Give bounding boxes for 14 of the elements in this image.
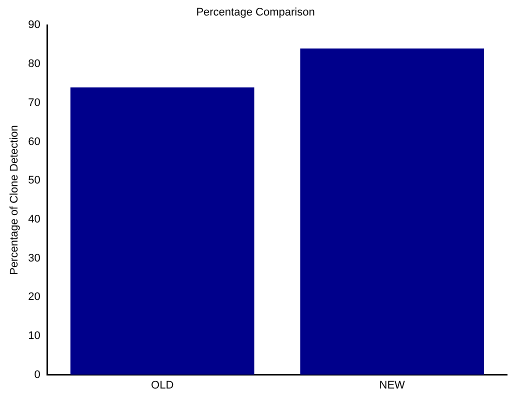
- y-tick-label: 90: [28, 19, 40, 32]
- y-tick-label: 30: [28, 252, 40, 264]
- x-tick-label: OLD: [151, 379, 174, 392]
- y-tick-label: 70: [28, 96, 40, 109]
- chart-title: Percentage Comparison: [196, 6, 315, 19]
- y-tick-label: 50: [28, 174, 40, 187]
- y-axis-title: Percentage of Clone Detection: [8, 125, 21, 275]
- y-tick-label: 40: [28, 213, 40, 226]
- y-tick-label: 80: [28, 58, 40, 70]
- y-tick-label: 0: [34, 368, 40, 381]
- y-tick-label: 20: [28, 291, 40, 304]
- x-tick-label: NEW: [379, 379, 406, 392]
- y-tick-label: 10: [28, 330, 40, 342]
- y-tick-label: 60: [28, 136, 40, 148]
